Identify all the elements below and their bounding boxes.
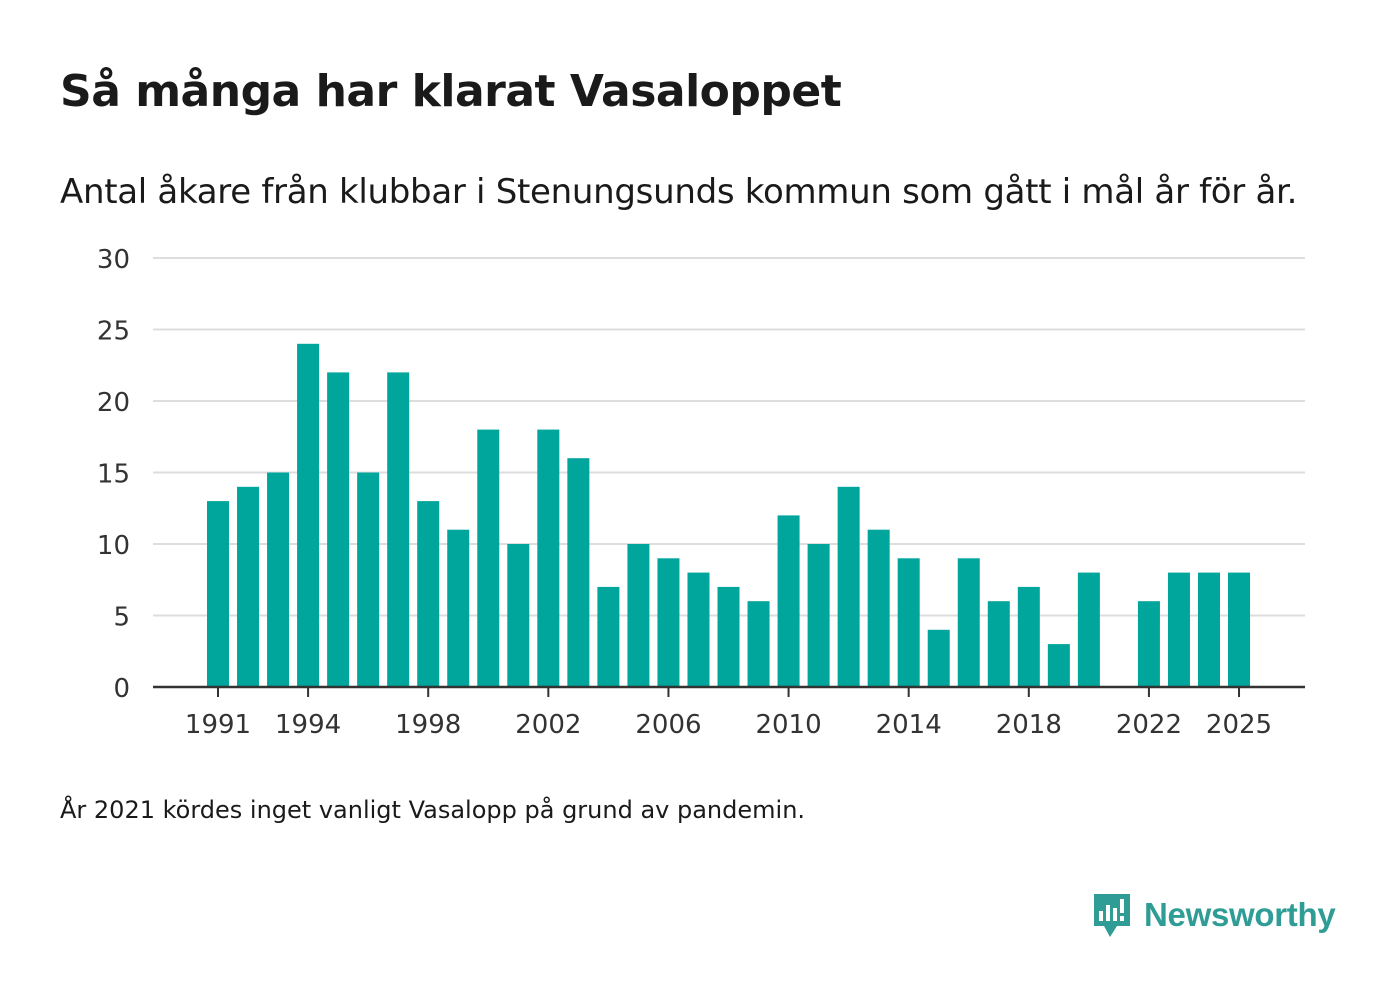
y-tick-label: 30 (97, 245, 130, 275)
bar-2014[interactable]: 2014: 9 (897, 558, 920, 687)
x-tick-label: 2022 (1116, 710, 1182, 740)
bar-1992[interactable]: 1992: 14 (237, 486, 260, 687)
bar-2025[interactable]: 2025: 8 (1228, 572, 1251, 687)
x-tick-label: 2014 (876, 710, 942, 740)
bar-1997[interactable]: 1997: 22 (387, 372, 410, 687)
bar-1996[interactable]: 1996: 15 (357, 472, 380, 688)
bar-2004[interactable]: 2004: 7 (597, 586, 620, 687)
x-tick-label: 2025 (1206, 710, 1272, 740)
bar-2006[interactable]: 2006: 9 (657, 558, 680, 687)
bar-2022[interactable]: 2022: 6 (1137, 601, 1160, 687)
bar-2018[interactable]: 2018: 7 (1017, 586, 1040, 687)
bar-2013[interactable]: 2013: 11 (867, 529, 890, 687)
bars: 1991: 13 1992: 14 1993: 15 1994: 24 1995: 22… (207, 343, 1251, 688)
bar-2003[interactable]: 2003: 16 (567, 458, 590, 687)
bar-2002[interactable]: 2002: 18 (537, 429, 560, 687)
y-tick-label: 0 (113, 674, 130, 704)
bar-2010[interactable]: 2010: 12 (777, 515, 800, 687)
y-tick-label: 20 (97, 388, 130, 418)
bar-1995[interactable]: 1995: 22 (327, 372, 350, 687)
x-tick-label: 2002 (515, 710, 581, 740)
x-tick-label: 2018 (996, 710, 1062, 740)
bar-2016[interactable]: 2016: 9 (957, 558, 980, 687)
bar-2001[interactable]: 2001: 10 (507, 544, 530, 687)
bar-2007[interactable]: 2007: 8 (687, 572, 710, 687)
bar-1991[interactable]: 1991: 13 (207, 501, 229, 687)
bar-2005[interactable]: 2005: 10 (627, 544, 650, 687)
y-axis: 0 5 10 15 20 25 30 (97, 245, 130, 704)
gridlines (153, 257, 1305, 617)
chart-subtitle: Antal åkare från klubbar i Stenungsunds … (60, 172, 1298, 212)
x-tick-label: 2010 (755, 710, 821, 740)
footnote: År 2021 kördes inget vanligt Vasalopp på… (60, 796, 806, 824)
x-tick-label: 2006 (635, 710, 701, 740)
bar-2000[interactable]: 2000: 18 (477, 429, 500, 687)
bar-2008[interactable]: 2008: 7 (717, 586, 740, 687)
y-tick-label: 25 (97, 317, 130, 347)
bar-2012[interactable]: 2012: 14 (837, 486, 860, 687)
y-tick-label: 5 (113, 603, 130, 633)
bar-2023[interactable]: 2023: 8 (1167, 572, 1190, 687)
bar-1994[interactable]: 1994: 24 (297, 343, 320, 687)
brand-name: Newsworthy (1144, 896, 1336, 933)
bar-2015[interactable]: 2015: 4 (927, 629, 950, 687)
bar-1999[interactable]: 1999: 11 (447, 529, 470, 687)
bar-2009[interactable]: 2009: 6 (747, 601, 770, 687)
brand-logo[interactable]: Newsworthy (1090, 890, 1336, 940)
x-tick-label: 1991 (185, 710, 251, 740)
bar-1993[interactable]: 1993: 15 (267, 472, 290, 688)
x-tick-label: 1998 (395, 710, 461, 740)
y-tick-label: 15 (97, 460, 130, 490)
bar-2017[interactable]: 2017: 6 (987, 601, 1010, 687)
chart-title: Så många har klarat Vasaloppet (60, 66, 842, 117)
bar-2024[interactable]: 2024: 8 (1197, 572, 1220, 687)
bar-chart: 1991: 13 1992: 14 1993: 15 1994: 24 1995: 22… (97, 245, 1305, 740)
bar-2020[interactable]: 2020: 8 (1077, 572, 1100, 687)
x-axis: 1991 1994 1998 2002 2006 2010 2014 2018 2022 2025 (153, 685, 1305, 740)
bar-1998[interactable]: 1998: 13 (417, 501, 440, 687)
newsworthy-logo-icon (1094, 894, 1130, 937)
bar-2019[interactable]: 2019: 3 (1047, 644, 1070, 687)
y-tick-label: 10 (97, 531, 130, 561)
bar-2011[interactable]: 2011: 10 (807, 544, 830, 687)
x-tick-label: 1994 (275, 710, 341, 740)
